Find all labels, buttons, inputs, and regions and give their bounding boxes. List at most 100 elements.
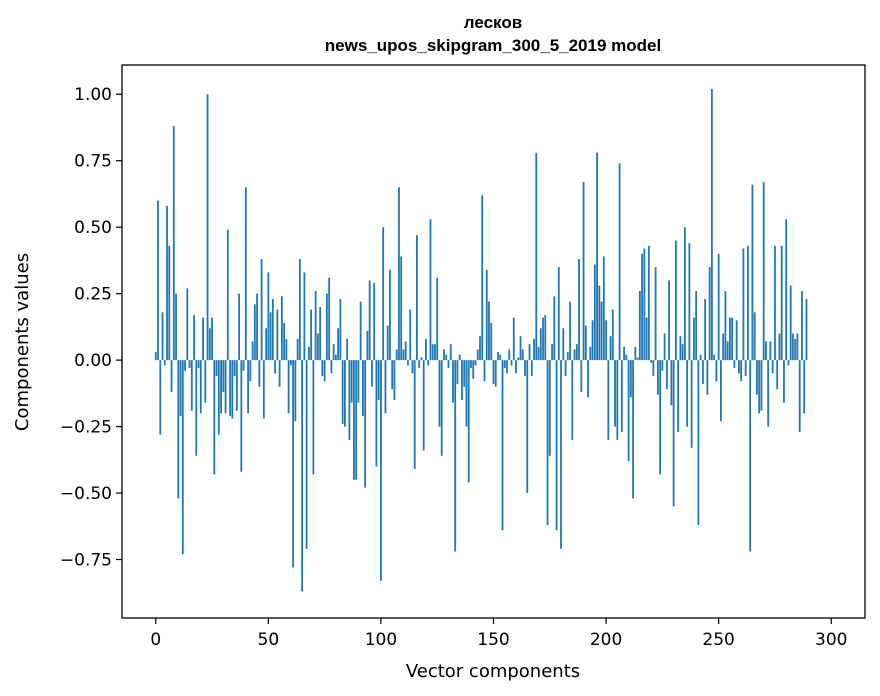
bar (314, 290, 317, 361)
bar (202, 317, 204, 361)
bar (197, 360, 200, 369)
bar (519, 336, 522, 361)
bar (560, 360, 562, 549)
bar (785, 219, 788, 361)
bar (350, 360, 353, 403)
bar (659, 360, 662, 475)
bar (661, 360, 664, 371)
bar (337, 328, 340, 361)
x-tick-label: 150 (477, 630, 509, 650)
bar (287, 360, 290, 414)
bar (438, 360, 441, 427)
bar (564, 360, 567, 377)
bar (720, 360, 722, 422)
bar-series (154, 88, 808, 592)
bar (638, 290, 641, 361)
bar (166, 205, 168, 361)
bar (607, 360, 610, 440)
bar (692, 317, 695, 361)
x-tick-label: 300 (815, 630, 847, 650)
bar (731, 317, 734, 361)
bar (321, 360, 324, 377)
bar (681, 344, 684, 361)
bar (722, 333, 725, 361)
bar (596, 152, 598, 361)
bar (316, 333, 319, 361)
bar (440, 360, 443, 456)
bar (375, 360, 378, 467)
bar (575, 344, 578, 361)
bar (602, 256, 605, 361)
bar (699, 354, 702, 361)
bar (341, 360, 344, 424)
bar (762, 181, 765, 361)
bar (474, 360, 477, 366)
bar (697, 360, 700, 525)
bar (199, 360, 202, 414)
bar (803, 360, 806, 414)
bar (402, 349, 405, 361)
bar (247, 360, 249, 414)
bar (168, 245, 171, 361)
y-axis-label: Components values (12, 253, 33, 431)
y-tick-label: 1.00 (74, 85, 112, 105)
bar (319, 306, 322, 361)
bar (708, 267, 711, 361)
bar (344, 360, 346, 427)
bar (515, 360, 517, 374)
bar (323, 360, 326, 382)
bar (362, 360, 364, 416)
bar (294, 360, 297, 422)
bar (783, 360, 785, 403)
bar (686, 360, 689, 427)
bar (774, 245, 776, 361)
bar (215, 360, 218, 377)
bar (260, 259, 263, 361)
bar (461, 360, 463, 400)
bar (537, 346, 540, 361)
bar (368, 280, 371, 361)
bar (251, 341, 254, 361)
bar (735, 320, 738, 361)
bar (706, 360, 709, 395)
bar (738, 360, 740, 374)
bar (267, 272, 270, 361)
bar (159, 360, 162, 435)
bar (789, 285, 792, 361)
bar (765, 341, 767, 361)
bar (553, 296, 556, 361)
bar (794, 338, 797, 361)
bar (384, 360, 387, 414)
bar (229, 360, 231, 416)
bar (377, 360, 380, 400)
bar (353, 360, 355, 480)
bar (238, 293, 240, 361)
bar (395, 349, 398, 361)
bar (249, 360, 252, 382)
bar (726, 341, 729, 361)
bar (497, 352, 499, 361)
bar (729, 317, 731, 361)
bar (389, 269, 391, 361)
bar (605, 320, 607, 361)
y-tick-label: 0.25 (74, 285, 112, 305)
bar (325, 293, 328, 361)
bar (179, 360, 182, 416)
bar (188, 360, 191, 369)
bar (598, 285, 601, 361)
bar (386, 325, 389, 361)
bar (366, 330, 369, 361)
bar (636, 357, 639, 361)
bar (357, 360, 360, 403)
bar (787, 360, 790, 366)
bar (231, 360, 234, 419)
bar (771, 360, 774, 374)
bar (242, 360, 245, 371)
bar (298, 259, 301, 361)
bar (600, 301, 603, 361)
bar (371, 360, 373, 387)
bar (551, 344, 553, 361)
bar (580, 360, 583, 393)
y-tick-label: 0.00 (74, 351, 112, 371)
bar (175, 293, 177, 361)
